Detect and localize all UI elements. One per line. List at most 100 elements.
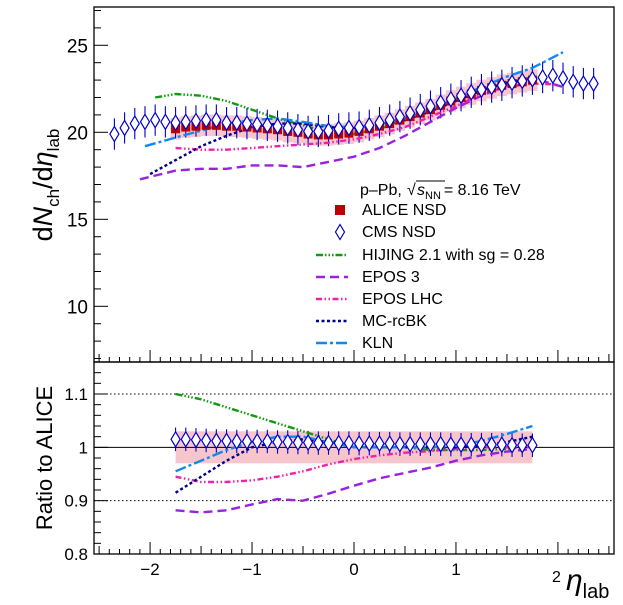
- y-title-eta: η: [28, 151, 58, 166]
- cms-point: [323, 121, 334, 140]
- cms-point: [302, 122, 314, 141]
- cms-point: [547, 67, 559, 85]
- cms-point: [486, 78, 497, 96]
- legend-label-kln: KLN: [362, 335, 393, 352]
- cms-point: [272, 117, 283, 135]
- ratio-cms-point: [262, 432, 273, 451]
- y-title-sub-lab: lab: [44, 129, 63, 152]
- ratio-cms-point: [425, 435, 436, 453]
- cms-point: [149, 111, 161, 129]
- cms-point: [241, 114, 253, 133]
- cms-point: [251, 115, 263, 134]
- ratio-cms-point: [445, 436, 457, 454]
- cms-point: [384, 111, 395, 129]
- x-axis-exponent: 2: [552, 569, 561, 586]
- x-title-sub-lab: lab: [583, 581, 610, 603]
- ratio-cms-point: [486, 436, 497, 454]
- ratio-cms-point: [455, 436, 467, 454]
- ratio-cms-point: [374, 434, 385, 453]
- ratio-cms-point: [241, 432, 253, 451]
- cms-point: [496, 76, 508, 94]
- cms-point: [262, 116, 273, 134]
- cms-point: [221, 114, 232, 132]
- legend-label-epos-lhc: EPOS LHC: [362, 291, 443, 308]
- top-y-tick-label: 25: [67, 36, 88, 57]
- ratio-cms-point: [221, 432, 232, 450]
- top-y-axis: 10 15 20 25: [67, 9, 610, 362]
- bottom-y-tick-label: 1.1: [64, 385, 88, 404]
- top-plot-frame: [93, 6, 615, 363]
- x-tick-label: −2: [140, 560, 159, 579]
- cms-point: [404, 104, 416, 122]
- ratio-cms-point: [180, 430, 191, 448]
- legend-label-hijing-2-1-with-sg-0-28: HIJING 2.1 with sg = 0.28: [362, 247, 545, 264]
- ratio-cms-point: [313, 434, 324, 452]
- cms-point: [527, 70, 538, 88]
- x-tick-label: −1: [242, 560, 261, 579]
- cms-point: [129, 114, 140, 133]
- ratio-cms-point: [211, 432, 222, 450]
- cms-point: [588, 74, 599, 93]
- y-title-d: d: [28, 226, 58, 241]
- bottom-plot-area: [94, 392, 614, 514]
- y-title-slash: /d: [28, 166, 58, 189]
- ratio-cms-point: [435, 435, 446, 453]
- top-y-tick-label: 20: [67, 123, 88, 144]
- cms-point: [313, 122, 324, 141]
- ratio-cms-point: [404, 435, 416, 453]
- energy-sub-nn: NN: [425, 190, 441, 202]
- ratio-cms-point: [282, 433, 293, 451]
- cms-point: [455, 87, 467, 105]
- ratio-cms-point: [496, 436, 508, 454]
- ratio-cms-point: [292, 433, 304, 452]
- cms-point: [476, 80, 487, 99]
- bottom-axes: 0.8 0.9 1 1.1 −2 −1 0 1: [64, 361, 610, 579]
- cms-point: [578, 74, 589, 93]
- ratio-curve-epos-3: [175, 447, 533, 514]
- ratio-cms-point: [476, 436, 487, 454]
- ratio-cms-point: [466, 436, 477, 454]
- ratio-cms-point: [527, 436, 538, 454]
- y-title-sub-ch: ch: [44, 189, 63, 207]
- cms-point: [353, 118, 365, 136]
- top-plot-area: [109, 51, 599, 181]
- ratio-cms-point: [231, 432, 242, 451]
- top-y-tick-label: 10: [67, 297, 88, 318]
- x-tick-label: 0: [349, 560, 358, 579]
- bottom-y-tick-label: 0.8: [64, 545, 88, 564]
- cms-point: [282, 119, 293, 137]
- x-title-eta: η: [566, 564, 583, 597]
- sqrt-sign: √: [407, 182, 416, 199]
- legend-marker-alice-nsd: [335, 205, 345, 215]
- x-axis-title: ηlab: [566, 564, 609, 603]
- collision-system: p–Pb,: [360, 182, 402, 199]
- ratio-cms-point: [251, 432, 263, 451]
- cms-point: [200, 111, 212, 129]
- legend: ALICE NSD CMS NSD HIJING 2.1 with sg = 0.2…: [316, 202, 545, 352]
- collision-label: p–Pb,: [360, 182, 402, 199]
- ratio-cms-point: [200, 431, 212, 450]
- cms-point: [139, 113, 151, 131]
- ratio-cms-point: [343, 434, 355, 452]
- cms-point: [517, 72, 528, 90]
- cms-point: [394, 107, 406, 126]
- cms-point: [374, 114, 385, 132]
- cms-point: [425, 97, 436, 115]
- ratio-cms-point: [517, 436, 528, 454]
- cms-point: [231, 114, 242, 132]
- energy-label: sNN = 8.16 TeV: [417, 182, 521, 202]
- cms-point: [415, 101, 426, 119]
- cms-point: [506, 74, 518, 92]
- cms-point: [557, 69, 569, 88]
- cms-point: [190, 112, 202, 130]
- legend-label-epos-3: EPOS 3: [362, 269, 420, 286]
- ratio-cms-point: [415, 435, 426, 453]
- bottom-y-tick-label: 0.9: [64, 492, 88, 511]
- bottom-y-axis-title: Ratio to ALICE: [32, 386, 57, 530]
- cms-point: [160, 113, 171, 131]
- ratio-cms-point: [384, 434, 395, 453]
- cms-point: [170, 114, 181, 132]
- y-title-n: N: [28, 206, 58, 226]
- ratio-cms-point: [506, 436, 518, 454]
